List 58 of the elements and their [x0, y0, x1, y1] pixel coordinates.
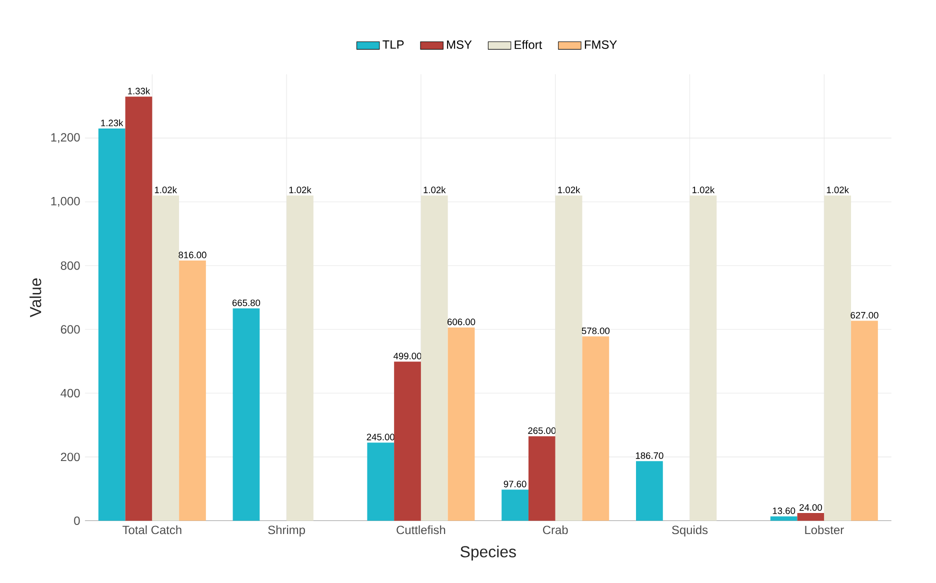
bar [286, 196, 314, 521]
bar [394, 362, 421, 521]
data-label: 816.00 [178, 252, 206, 258]
legend-label: FMSY [584, 40, 617, 49]
bar [152, 196, 180, 521]
bar [448, 328, 475, 521]
data-label: 665.80 [232, 300, 260, 306]
y-tick-label: 1,200 [51, 133, 80, 144]
data-label: 578.00 [582, 328, 610, 334]
bar [555, 196, 582, 521]
bar [179, 260, 206, 521]
bar [367, 442, 394, 521]
bar [770, 516, 798, 521]
y-tick-label: 0 [74, 516, 80, 526]
data-label: 186.70 [636, 452, 664, 460]
data-label: 1.02k [289, 186, 312, 194]
bar [582, 336, 610, 521]
y-tick-label: 400 [60, 389, 80, 398]
y-tick-label: 600 [60, 325, 80, 334]
data-label: 1.02k [424, 186, 446, 194]
bar [851, 320, 878, 521]
data-label: 627.00 [850, 312, 878, 319]
bar [797, 513, 824, 521]
y-tick-label: 1,000 [51, 197, 80, 207]
bar [125, 96, 152, 521]
data-label: 97.60 [504, 480, 526, 488]
data-label: 1.02k [826, 186, 849, 194]
y-axis-title: Value [30, 278, 42, 318]
data-label: 13.60 [772, 508, 796, 514]
bar [232, 308, 260, 521]
data-label: 1.02k [558, 186, 580, 194]
data-label: 499.00 [394, 352, 422, 360]
bar [420, 196, 448, 521]
x-tick-label: Lobster [805, 526, 844, 534]
x-tick-label: Total Catch [122, 526, 182, 534]
bar [98, 128, 126, 521]
bar [824, 196, 852, 521]
bar [528, 436, 556, 521]
data-label: 265.00 [528, 428, 556, 434]
bar [636, 461, 663, 521]
x-tick-label: Crab [543, 526, 568, 534]
x-axis-title: Species [460, 546, 516, 561]
data-label: 1.33k [128, 88, 150, 94]
bar [690, 196, 717, 521]
y-tick-label: 200 [60, 452, 80, 462]
x-tick-label: Shrimp [268, 526, 305, 537]
x-tick-label: Cuttlefish [396, 526, 446, 534]
legend-label: MSY [447, 40, 472, 49]
legend-label: TLP [382, 40, 404, 49]
data-label: 1.02k [154, 186, 177, 194]
data-label: 606.00 [448, 318, 476, 326]
data-label: 1.23k [101, 120, 124, 126]
bar [502, 490, 528, 521]
data-label: 24.00 [800, 504, 822, 511]
x-tick-label: Squids [672, 526, 708, 537]
data-label: 1.02k [692, 186, 715, 194]
legend-label: Effort [514, 40, 542, 50]
y-tick-label: 800 [60, 262, 80, 270]
